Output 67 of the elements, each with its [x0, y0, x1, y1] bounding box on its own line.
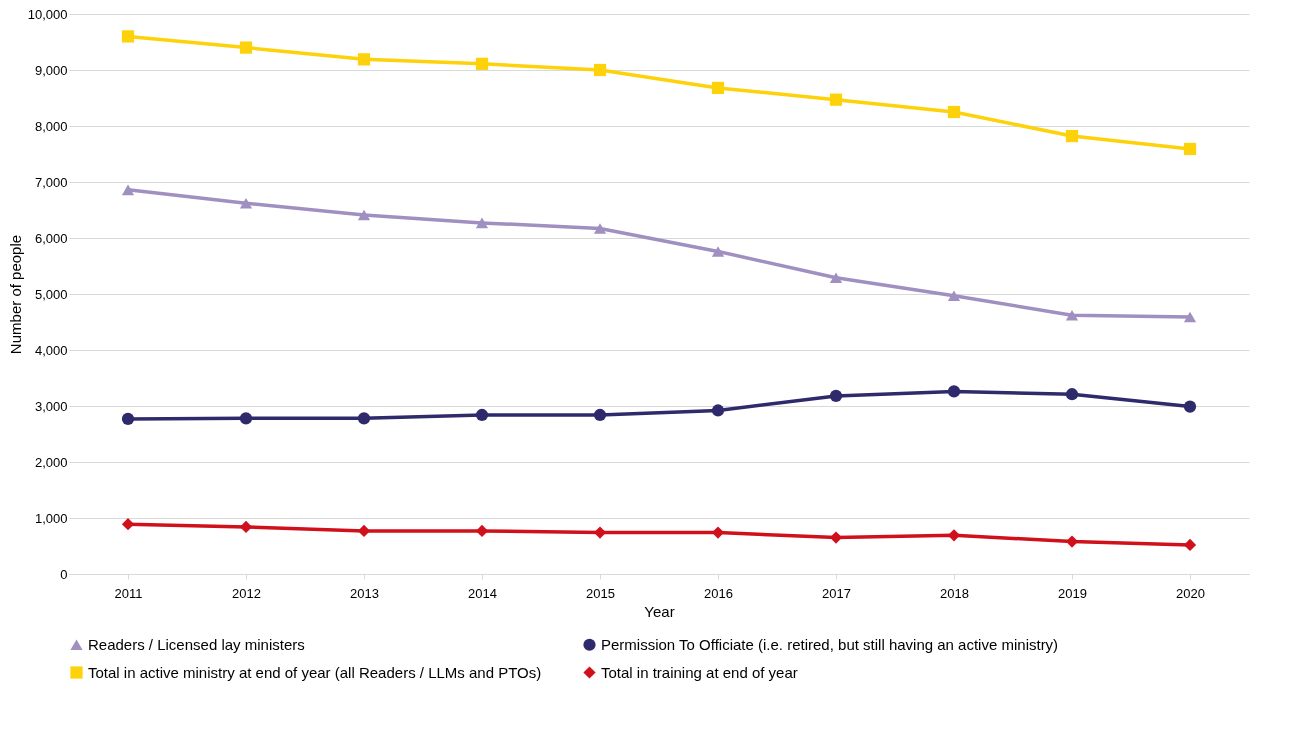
point	[947, 529, 961, 542]
legend-label: Total in training at end of year	[601, 663, 798, 681]
x-tick-label: 2012	[232, 585, 261, 601]
x-tick-label: 2018	[940, 585, 969, 601]
y-tick-label: 3,000	[34, 398, 68, 414]
y-tick-label: 0	[60, 566, 68, 582]
point	[475, 57, 489, 70]
point	[475, 524, 489, 537]
point	[829, 389, 843, 403]
y-tick-label: 1,000	[34, 510, 68, 526]
point	[711, 404, 725, 417]
y-tick-label: 4,000	[34, 342, 68, 358]
point	[475, 408, 489, 422]
point	[357, 412, 371, 425]
y-tick-label: 10,000	[27, 6, 68, 22]
point	[357, 209, 371, 221]
y-tick-label: 8,000	[34, 118, 68, 134]
point	[947, 105, 961, 119]
point	[121, 412, 135, 425]
y-tick-label: 5,000	[34, 286, 68, 302]
point	[593, 526, 607, 539]
point	[1183, 538, 1197, 551]
x-tick-label: 2020	[1176, 585, 1205, 601]
point	[121, 518, 135, 531]
point	[357, 53, 371, 66]
point	[1065, 535, 1079, 548]
x-tick-label: 2016	[704, 585, 733, 601]
x-tick-label: 2017	[822, 585, 851, 601]
x-axis-title: Year	[644, 602, 675, 620]
y-axis-title: Number of people	[6, 234, 24, 355]
point	[121, 184, 135, 196]
y-tick-label: 7,000	[34, 174, 68, 190]
legend-label: Total in active ministry at end of year (all Readers / LLMs and PTOs)	[88, 663, 542, 681]
point	[711, 526, 725, 539]
point	[1065, 388, 1079, 401]
point	[1065, 309, 1079, 321]
point	[829, 531, 843, 544]
point	[239, 520, 253, 534]
point	[357, 524, 371, 537]
point	[239, 412, 253, 425]
point	[711, 81, 725, 95]
y-tick-label: 9,000	[34, 62, 68, 78]
point	[121, 30, 135, 43]
y-tick-label: 6,000	[34, 230, 68, 246]
x-tick-label: 2015	[586, 585, 615, 601]
point	[593, 408, 607, 422]
point	[593, 223, 607, 234]
point	[947, 385, 961, 398]
point	[947, 290, 961, 301]
legend-label: Permission To Officiate (i.e. retired, but still having an active ministry)	[601, 635, 1059, 653]
x-tick-label: 2014	[468, 585, 497, 601]
point	[239, 197, 253, 209]
point	[239, 41, 253, 54]
y-tick-label: 2,000	[34, 454, 68, 470]
point	[593, 63, 607, 77]
point	[829, 93, 843, 106]
x-tick-label: 2019	[1058, 585, 1087, 601]
point	[829, 272, 843, 284]
point	[1065, 129, 1079, 143]
point	[711, 246, 725, 257]
point	[1183, 142, 1197, 156]
x-tick-label: 2013	[350, 585, 379, 601]
point	[475, 217, 489, 229]
legend-label: Readers / Licensed lay ministers	[88, 635, 305, 653]
x-tick-label: 2011	[114, 585, 143, 601]
point	[1183, 311, 1197, 323]
point	[1183, 400, 1197, 413]
